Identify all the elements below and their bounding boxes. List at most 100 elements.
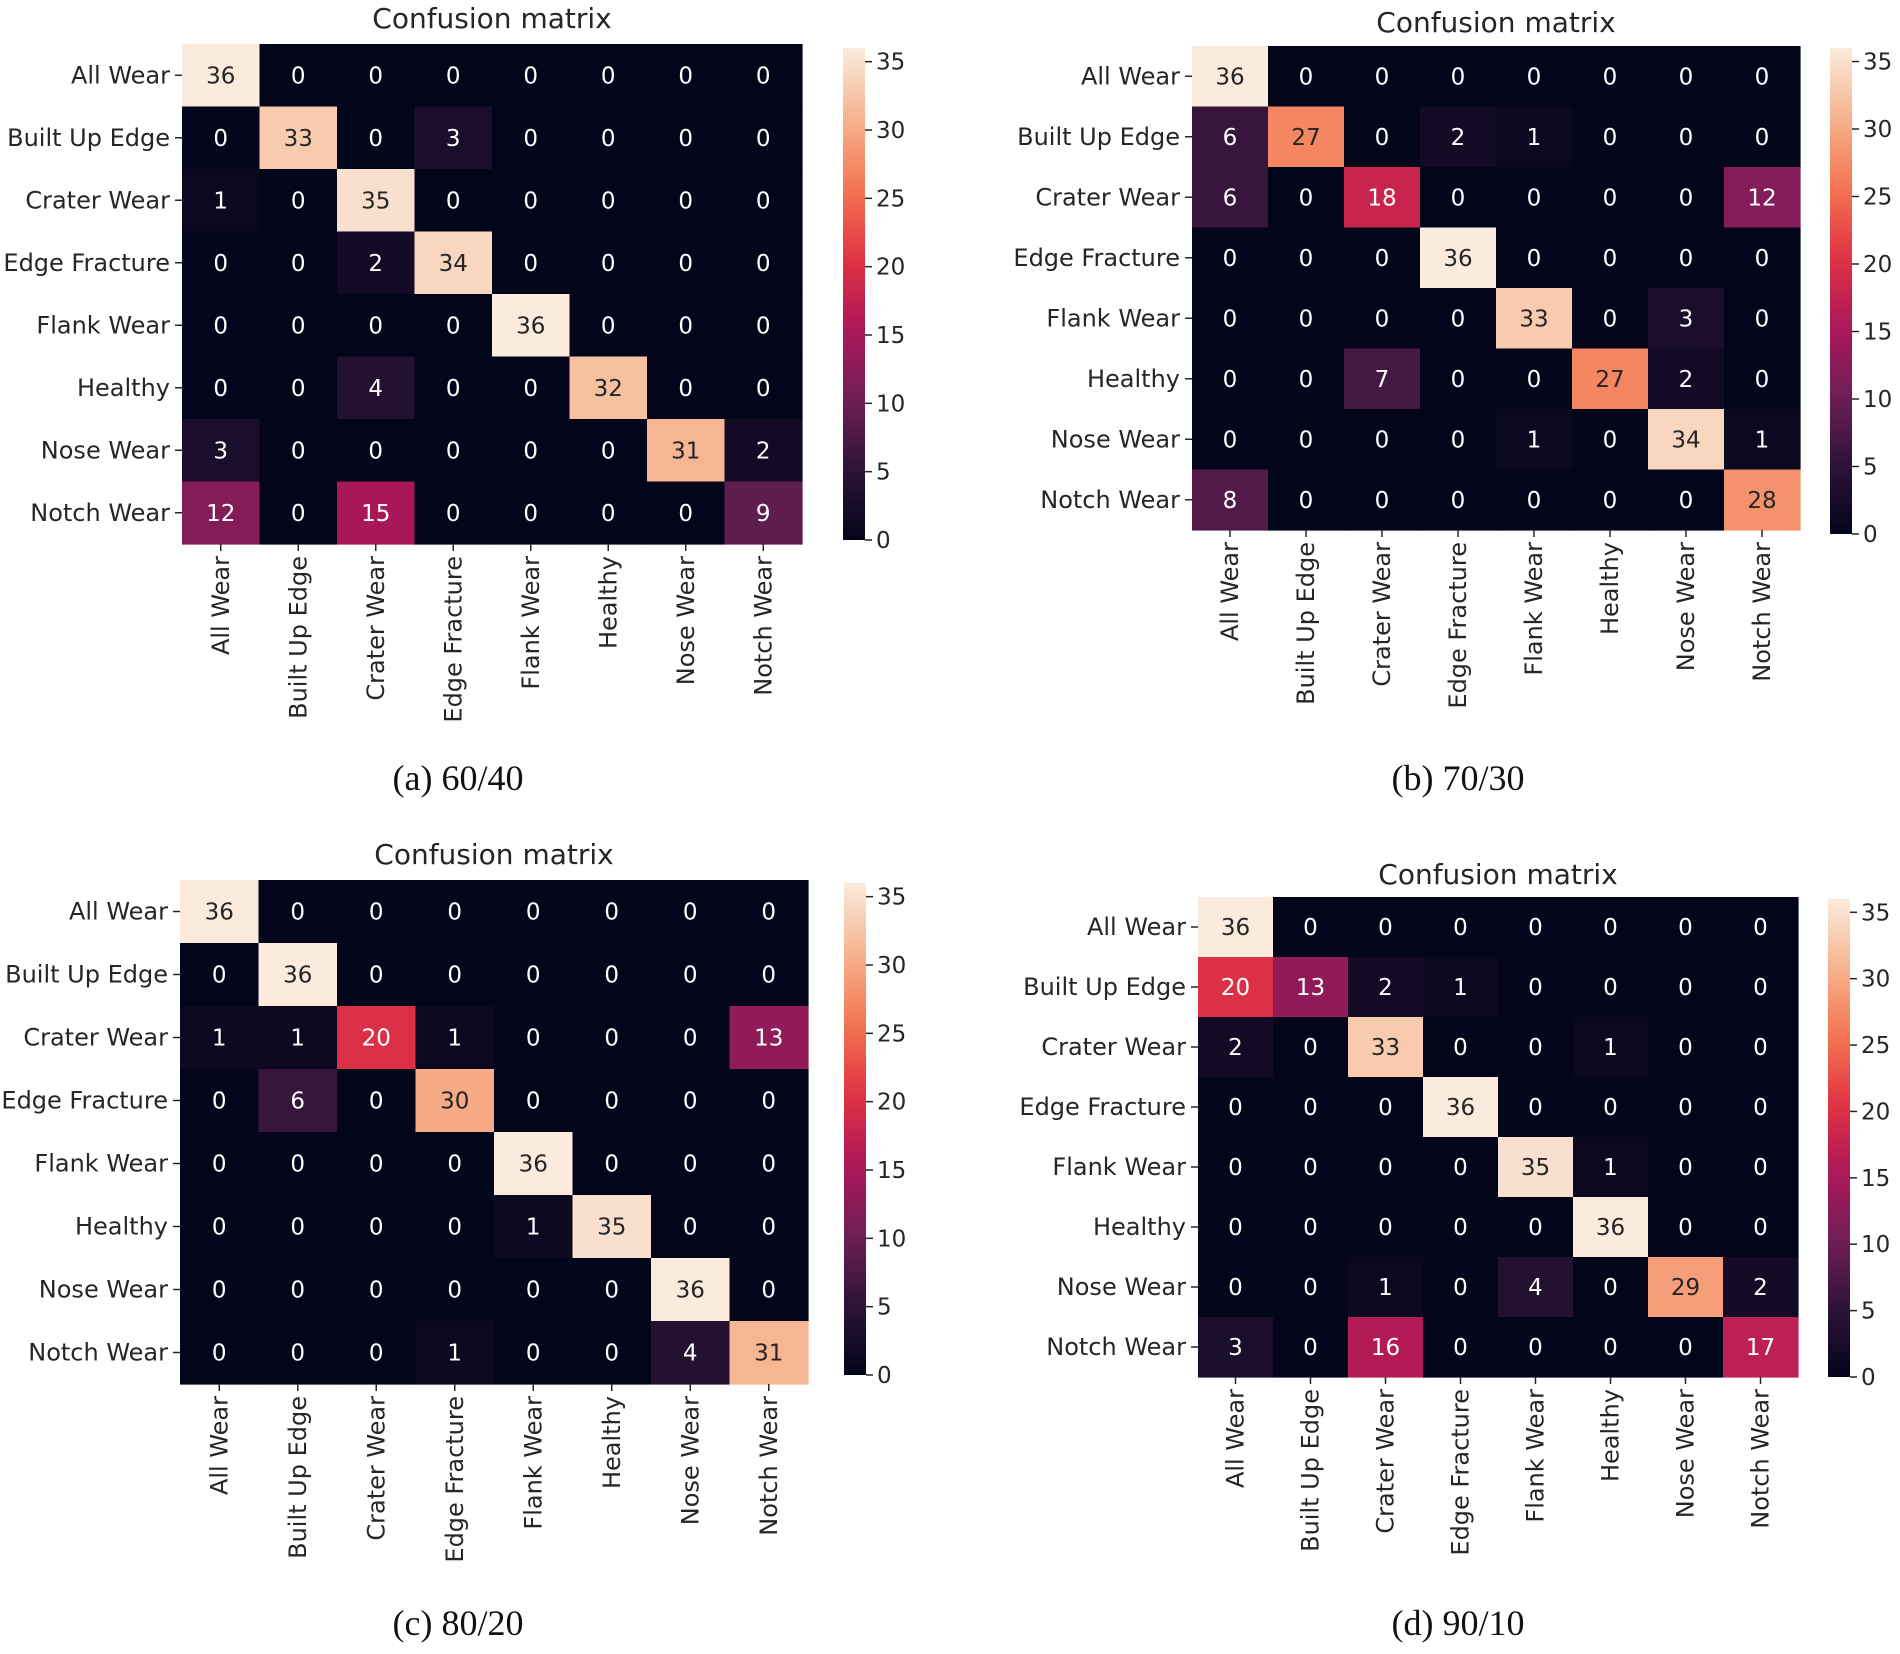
cell-value: 0 (1678, 1155, 1693, 1181)
heatmap-cell (724, 44, 803, 108)
heatmap-cell (259, 294, 338, 358)
cell-value: 0 (1378, 1215, 1393, 1241)
cell-value: 33 (284, 126, 313, 152)
heatmap-cell (492, 356, 571, 420)
heatmap-cell (651, 1258, 731, 1322)
cell-value: 0 (1299, 488, 1314, 514)
cell-value: 0 (761, 963, 776, 989)
cell-value: 36 (1443, 246, 1472, 272)
cell-value: 0 (678, 251, 693, 277)
cell-value: 3 (446, 126, 461, 152)
cell-value: 0 (761, 900, 776, 926)
cell-value: 0 (1453, 1035, 1468, 1061)
cell-value: 34 (1671, 427, 1700, 453)
heatmap-cell (729, 880, 809, 944)
colorbar-tick-label: 0 (876, 528, 891, 554)
heatmap-cell (1723, 1197, 1799, 1258)
heatmap-cell (1573, 1317, 1649, 1378)
cell-value: 0 (1451, 427, 1466, 453)
cell-value: 0 (1603, 185, 1618, 211)
cell-value: 0 (1755, 246, 1770, 272)
cell-value: 0 (683, 1152, 698, 1178)
cell-value: 0 (683, 1215, 698, 1241)
cell-value: 0 (756, 313, 771, 339)
cell-value: 0 (1299, 64, 1314, 90)
y-tick-label-notch-wear: Notch Wear (1046, 1333, 1186, 1361)
heatmap-cell (337, 44, 416, 108)
cell-value: 17 (1746, 1335, 1775, 1361)
y-tick-label-all-wear: All Wear (1081, 62, 1180, 90)
y-tick-label-flank-wear: Flank Wear (1052, 1153, 1186, 1181)
y-tick-label-edge-fracture: Edge Fracture (1, 1087, 168, 1115)
cell-value: 2 (756, 438, 771, 464)
cell-value: 3 (1228, 1335, 1243, 1361)
heatmap-cell (1572, 348, 1649, 410)
cell-value: 0 (1679, 488, 1694, 514)
cell-value: 0 (1228, 1155, 1243, 1181)
cell-value: 3 (213, 438, 228, 464)
heatmap-cell (1496, 46, 1573, 108)
cell-value: 0 (290, 1215, 305, 1241)
heatmap-cell (1573, 1197, 1649, 1258)
cell-value: 0 (212, 1152, 227, 1178)
heatmap-cell (1723, 1317, 1799, 1378)
cell-value: 0 (1303, 915, 1318, 941)
colorbar-tick-label: 15 (877, 1158, 906, 1184)
heatmap-cell (1648, 409, 1725, 471)
cell-value: 0 (1679, 64, 1694, 90)
cell-value: 0 (368, 438, 383, 464)
heatmap-cell (1648, 1257, 1724, 1318)
cell-value: 35 (597, 1215, 626, 1241)
heatmap-cell (494, 1195, 574, 1259)
cell-value: 0 (1678, 1095, 1693, 1121)
cell-value: 0 (523, 126, 538, 152)
cell-value: 0 (601, 501, 616, 527)
heatmap-cell (492, 419, 571, 483)
caption-d: (d) 90/10 (1391, 1603, 1525, 1643)
cell-value: 0 (1678, 975, 1693, 1001)
heatmap-cell (1423, 1137, 1499, 1198)
cell-value: 36 (1446, 1095, 1475, 1121)
heatmap-cell (1648, 288, 1725, 350)
cell-value: 0 (1528, 975, 1543, 1001)
heatmap-cell (1198, 1077, 1274, 1138)
cell-value: 0 (446, 438, 461, 464)
cell-value: 1 (290, 1026, 305, 1052)
heatmap-cell (337, 169, 416, 233)
cell-value: 0 (1299, 306, 1314, 332)
heatmap-cell (651, 880, 731, 944)
cell-value: 0 (601, 251, 616, 277)
heatmap-cell (1572, 227, 1649, 289)
cell-value: 0 (212, 1278, 227, 1304)
heatmap-cell (1344, 348, 1421, 410)
heatmap-cell (729, 1006, 809, 1070)
heatmap-cell (258, 1132, 338, 1196)
x-tick-label-notch-wear: Notch Wear (1747, 1389, 1775, 1529)
heatmap-cell (180, 943, 260, 1007)
cell-value: 0 (604, 963, 619, 989)
heatmap-cell (569, 106, 648, 170)
heatmap-cell (1344, 288, 1421, 350)
heatmap-cell (1723, 1137, 1799, 1198)
colorbar-tick-label: 0 (1863, 522, 1878, 548)
x-tick-label-nose-wear: Nose Wear (676, 1396, 704, 1525)
heatmap-cell (337, 1321, 417, 1385)
heatmap-cell (492, 481, 571, 545)
heatmap-cell (1572, 288, 1649, 350)
x-tick-label-crater-wear: Crater Wear (362, 556, 390, 701)
heatmap-cell (415, 1006, 495, 1070)
cell-value: 0 (1378, 915, 1393, 941)
heatmap-cell (1724, 46, 1801, 108)
cell-value: 0 (1755, 125, 1770, 151)
x-tick-label-notch-wear: Notch Wear (1748, 542, 1776, 682)
heatmap-cell (1498, 1017, 1574, 1078)
cell-value: 2 (1753, 1275, 1768, 1301)
cell-value: 1 (213, 188, 228, 214)
heatmap-cell (1198, 957, 1274, 1018)
cell-value: 0 (446, 63, 461, 89)
heatmap-cell (182, 294, 261, 358)
y-tick-label-built-up-edge: Built Up Edge (5, 961, 168, 989)
heatmap-cell (647, 294, 726, 358)
heatmap-cell (729, 1195, 809, 1259)
heatmap-cell (729, 943, 809, 1007)
